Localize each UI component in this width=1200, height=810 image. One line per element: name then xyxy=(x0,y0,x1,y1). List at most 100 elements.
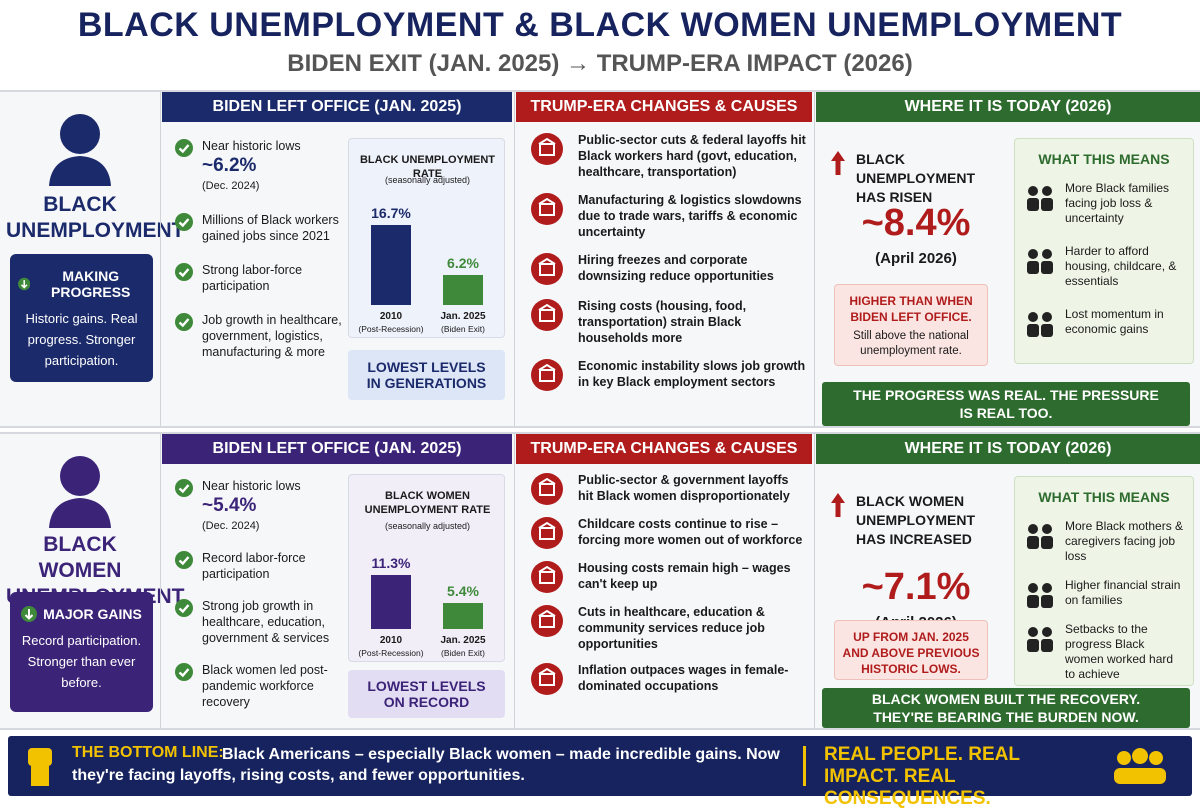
trump-item: Rising costs (housing, food, transportat… xyxy=(530,298,806,346)
biden-item: Strong labor-force participation xyxy=(174,262,342,294)
means-icon xyxy=(1027,186,1053,211)
badge-icon xyxy=(21,606,38,622)
separator xyxy=(514,434,515,728)
alert-box: HIGHER THAN WHEN BIDEN LEFT OFFICE. Still… xyxy=(834,284,988,366)
item-text: Economic instability slows job growth in… xyxy=(578,359,806,389)
means-title: WHAT THIS MEANS xyxy=(1038,151,1170,167)
means-icon-shape xyxy=(1027,198,1039,211)
cause-icon xyxy=(531,517,563,549)
cause-icon-shape xyxy=(538,303,556,311)
cause-icon xyxy=(531,193,563,225)
means-icon-shape xyxy=(1041,198,1053,211)
item-text: More Black families facing job loss & un… xyxy=(1065,181,1170,225)
section-label: BLACK UNEMPLOYMENT xyxy=(6,193,185,242)
badge-icon-shape xyxy=(24,609,34,620)
people-icon xyxy=(1114,748,1166,784)
check-icon-shape xyxy=(178,268,190,278)
today-heading: WHERE IT IS TODAY (2026) xyxy=(816,434,1200,464)
means-icon-shape xyxy=(1027,536,1039,549)
check-icon xyxy=(175,263,193,281)
chart-subtitle: (seasonally adjusted) xyxy=(384,175,471,185)
bar-category: 2010 xyxy=(379,311,403,322)
cause-icon xyxy=(531,605,563,637)
bar-value-label: 6.2% xyxy=(447,255,479,272)
means-icon-shape xyxy=(1027,261,1039,274)
title: BLACK UNEMPLOYMENT & BLACK WOMEN UNEMPLO… xyxy=(77,6,1123,44)
item-text: Inflation outpaces wages in female-domin… xyxy=(578,663,789,693)
separator xyxy=(160,92,161,426)
item-text: Childcare costs continue to rise – forci… xyxy=(578,517,803,547)
biden-heading: BIDEN LEFT OFFICE (JAN. 2025) xyxy=(162,434,512,464)
means-icon-shape xyxy=(1042,186,1052,196)
item-text: Cuts in healthcare, education & communit… xyxy=(578,605,765,651)
footer-text: Black Americans – especially Black women… xyxy=(72,746,780,784)
means-icon-shape xyxy=(1041,324,1053,337)
bar xyxy=(443,275,483,305)
cause-icon-shape xyxy=(538,137,556,145)
cause-icon-shape xyxy=(538,565,556,573)
avatar-shape xyxy=(49,156,111,186)
means-icon-shape xyxy=(1028,249,1038,259)
cause-icon-shape xyxy=(539,203,555,216)
means-box: WHAT THIS MEANS More Black mothers & care… xyxy=(1014,476,1194,686)
cause-icon-shape xyxy=(539,615,555,628)
fist-icon-shape xyxy=(28,748,52,766)
item-text: Lost momentum in economic gains xyxy=(1065,307,1164,336)
bar-category: Jan. 2025 xyxy=(440,311,486,322)
trump-item: Hiring freezes and corporate downsizing … xyxy=(530,252,806,286)
item-text: More Black mothers & caregivers facing j… xyxy=(1065,519,1184,563)
check-icon-shape xyxy=(178,668,190,678)
check-icon-shape xyxy=(178,484,190,494)
biden-item: Millions of Black workers gained jobs si… xyxy=(174,212,342,244)
bar xyxy=(371,574,411,629)
item-text: Setbacks to the progress Black women wor… xyxy=(1065,622,1174,681)
chart-caption: LOWEST LEVELS IN GENERATIONS xyxy=(348,350,505,400)
separator xyxy=(514,92,515,426)
cause-icon-shape xyxy=(531,193,563,225)
section: BLACK WOMEN UNEMPLOYMENTMAJOR GAINSRecor… xyxy=(0,432,1200,730)
today-banner: BLACK WOMEN BUILT THE RECOVERY. THEY'RE … xyxy=(822,688,1190,728)
cause-icon-shape xyxy=(539,673,555,686)
cause-icon-shape xyxy=(539,143,555,156)
item-text: Near historic lows xyxy=(202,479,301,493)
means-icon-shape xyxy=(1028,312,1038,322)
fist-icon xyxy=(28,748,52,786)
subtitle: BIDEN EXIT (JAN. 2025) → TRUMP-ERA IMPAC… xyxy=(287,50,913,77)
means-box: WHAT THIS MEANS More Black families facin… xyxy=(1014,138,1194,364)
check-icon xyxy=(175,551,193,569)
cause-icon-shape xyxy=(531,253,563,285)
item-text: Job growth in healthcare, government, lo… xyxy=(202,313,342,359)
alert-title: HIGHER THAN WHEN BIDEN LEFT OFFICE. xyxy=(849,294,973,324)
bar-category-note: (Biden Exit) xyxy=(441,648,485,658)
means-icon xyxy=(1027,249,1053,274)
item-stat: ~6.2% xyxy=(202,155,257,176)
check-icon xyxy=(175,313,193,331)
cause-icon-shape xyxy=(538,609,556,617)
badge-icon xyxy=(18,277,31,291)
cause-icon-shape xyxy=(539,527,555,540)
cause-icon xyxy=(531,663,563,695)
trump-item: Housing costs remain high – wages can't … xyxy=(530,560,806,594)
biden-item: Strong job growth in healthcare, educati… xyxy=(174,598,342,646)
trump-item: Economic instability slows job growth in… xyxy=(530,358,806,392)
cause-icon-shape xyxy=(531,133,563,165)
chart-card: BLACK UNEMPLOYMENT RATE (seasonally adjus… xyxy=(348,138,505,338)
cause-icon xyxy=(531,359,563,391)
badge-icon-shape xyxy=(20,280,28,289)
separator xyxy=(814,92,815,426)
footer-tagline: REAL PEOPLE. REAL IMPACT. REAL CONSEQUEN… xyxy=(824,744,1020,809)
people-icon-shape xyxy=(1114,768,1166,784)
cause-icon xyxy=(531,133,563,165)
means-icon-shape xyxy=(1028,186,1038,196)
avatar-shape xyxy=(60,456,100,496)
check-icon-shape xyxy=(175,599,193,617)
means-icon-shape xyxy=(1041,261,1053,274)
people-icon-shape xyxy=(1132,748,1148,764)
trump-item: Cuts in healthcare, education & communit… xyxy=(530,604,806,652)
today-date: (April 2026) xyxy=(875,250,957,267)
check-icon xyxy=(175,213,193,231)
chart-caption: LOWEST LEVELS ON RECORD xyxy=(348,670,505,718)
cause-icon-shape xyxy=(539,483,555,496)
check-icon-shape xyxy=(175,263,193,281)
means-icon-shape xyxy=(1042,583,1052,593)
